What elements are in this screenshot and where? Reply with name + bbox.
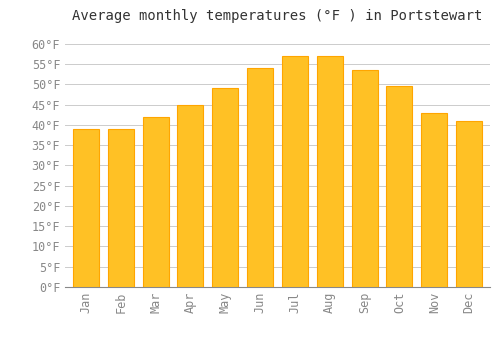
Bar bbox=[456, 121, 482, 287]
Title: Average monthly temperatures (°F ) in Portstewart: Average monthly temperatures (°F ) in Po… bbox=[72, 9, 482, 23]
Bar bbox=[282, 56, 308, 287]
Bar bbox=[421, 113, 448, 287]
Bar bbox=[142, 117, 169, 287]
Bar bbox=[178, 105, 204, 287]
Bar bbox=[386, 86, 412, 287]
Bar bbox=[352, 70, 378, 287]
Bar bbox=[316, 56, 343, 287]
Bar bbox=[212, 88, 238, 287]
Bar bbox=[247, 68, 273, 287]
Bar bbox=[108, 129, 134, 287]
Bar bbox=[73, 129, 99, 287]
